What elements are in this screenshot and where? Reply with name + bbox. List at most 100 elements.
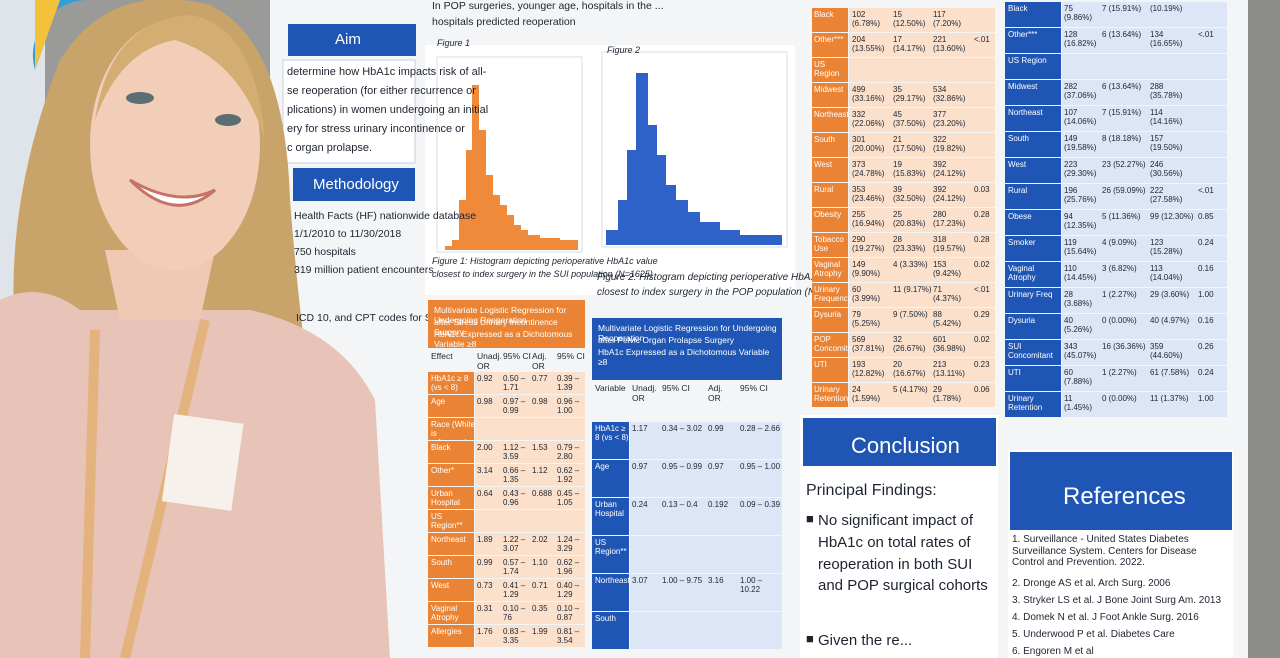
conclusion-bullet: No significant impact of HbA1c on total … xyxy=(818,512,988,595)
aim-box xyxy=(282,59,416,164)
table-cell: 343 (45.07%) xyxy=(1064,342,1097,361)
table-cell: 39 (32.50%) xyxy=(893,185,926,204)
conclusion-bullet: Given the re... xyxy=(818,632,913,649)
table-cell: 32 (26.67%) xyxy=(893,335,926,354)
table-cell: 20 (16.67%) xyxy=(893,360,926,379)
row-cell xyxy=(630,422,782,459)
row-cell xyxy=(1062,132,1227,157)
table-cell: 0.34 – 3.02 xyxy=(662,424,703,433)
table-header: Adj. OR xyxy=(532,351,547,371)
row-label-cell xyxy=(592,536,629,573)
bullet: ■ xyxy=(806,511,814,526)
methodology-text: 319 million patient encounters xyxy=(294,264,434,276)
table-title: Multivariate Logistic Regression for Und… xyxy=(598,323,777,343)
table-cell: 9 (7.50%) xyxy=(893,310,928,319)
row-label-cell xyxy=(592,460,629,497)
table-cell: 117 (7.20%) xyxy=(933,10,962,29)
row-label-cell xyxy=(1005,28,1061,53)
row-label-cell xyxy=(812,83,848,107)
aim-text: c organ prolapse. xyxy=(287,142,372,154)
row-label-cell xyxy=(428,625,474,647)
table-cell: 1.53 xyxy=(532,443,548,452)
row-label: US Region** xyxy=(595,538,627,557)
table-cell: 6 (13.64%) xyxy=(1102,82,1142,91)
table-cell: 213 (13.11%) xyxy=(933,360,965,379)
row-cell xyxy=(1062,210,1227,235)
table-cell: 60 (7.88%) xyxy=(1064,368,1093,387)
table-title: after Pelvic Organ Prolapse Surgery xyxy=(598,335,735,345)
row-label: West xyxy=(1008,160,1027,169)
row-label-cell xyxy=(428,579,474,601)
row-label: Other* xyxy=(431,466,455,475)
table-cell: 19 (15.83%) xyxy=(893,160,926,179)
row-label: Age xyxy=(595,462,610,471)
table-cell: 28 (23.33%) xyxy=(893,235,926,254)
table-header: Variable xyxy=(595,383,626,393)
table-cell: 1.12 – 3.59 xyxy=(503,443,526,462)
row-cell xyxy=(1062,340,1227,365)
row-label: UTI xyxy=(814,360,827,369)
row-label-cell xyxy=(428,395,474,417)
row-cell xyxy=(849,208,995,232)
table-cell: 23 (52.27%) xyxy=(1102,160,1146,169)
row-label: Tobacco Use xyxy=(814,235,844,254)
row-label: Black xyxy=(814,10,834,19)
eye xyxy=(215,114,241,126)
table-cell: 28 (3.68%) xyxy=(1064,290,1093,309)
row-label: Vaginal Atrophy xyxy=(1008,264,1036,283)
table-cell: 0.24 xyxy=(1198,368,1214,377)
table-header: 95% CI xyxy=(740,383,768,393)
row-cell xyxy=(630,460,782,497)
row-label-cell xyxy=(592,422,629,459)
row-label-cell xyxy=(812,8,848,32)
row-label-cell xyxy=(1005,210,1061,235)
table-cell: 0.97 – 0.99 xyxy=(503,397,526,416)
table-cell: 0.28 – 2.66 xyxy=(740,424,781,433)
row-cell xyxy=(849,183,995,207)
table-title-box xyxy=(592,318,782,380)
row-label-cell xyxy=(1005,106,1061,131)
row-cell xyxy=(1062,158,1227,183)
aim-header xyxy=(288,24,416,56)
table-cell: 3.07 xyxy=(632,576,648,585)
table-cell: 149 (9.90%) xyxy=(852,260,881,279)
table-cell: 392 (24.12%) xyxy=(933,160,966,179)
row-label-cell xyxy=(1005,2,1061,27)
row-label: Other*** xyxy=(814,35,844,44)
table-cell: <.01 xyxy=(1198,186,1214,195)
row-cell xyxy=(1062,262,1227,287)
row-label-cell xyxy=(428,464,474,486)
table-cell: 1.00 – 9.75 xyxy=(662,576,703,585)
row-label: US Region xyxy=(1008,56,1047,65)
table-cell: 0.83 – 3.35 xyxy=(503,627,526,646)
row-cell xyxy=(475,487,585,509)
table-cell: 1.12 xyxy=(532,466,548,475)
table-cell: 290 (19.27%) xyxy=(852,235,885,254)
table-header: Effect xyxy=(431,351,453,361)
table-cell: 0.41 – 1.29 xyxy=(503,581,526,600)
figure-caption: closest to index surgery in the SUI popu… xyxy=(432,269,653,279)
table-cell: 1 (2.27%) xyxy=(1102,290,1137,299)
row-label: Black xyxy=(1008,4,1028,13)
table-cell: 0.81 – 3.54 xyxy=(557,627,580,646)
row-cell xyxy=(475,625,585,647)
row-label-cell xyxy=(1005,80,1061,105)
methodology-text: 750 hospitals xyxy=(294,246,356,258)
row-label-cell xyxy=(428,418,474,440)
table-cell: 61 (7.58%) xyxy=(1150,368,1190,377)
histogram-sui xyxy=(445,85,578,250)
eye xyxy=(126,92,154,104)
row-cell xyxy=(475,510,585,532)
table-cell: 1.22 – 3.07 xyxy=(503,535,526,554)
table-cell: 0.79 – 2.80 xyxy=(557,443,580,462)
row-label: Northeast xyxy=(814,110,849,119)
table-cell: 35 (29.17%) xyxy=(893,85,926,104)
table-cell: 15 (12.50%) xyxy=(893,10,926,29)
figure-caption: closest to index surgery in the POP popu… xyxy=(597,287,841,298)
table-cell: 0.57 – 1.74 xyxy=(503,558,526,577)
row-label: Dysuria xyxy=(814,310,842,319)
row-label: West xyxy=(431,581,450,590)
table-cell: 0.99 xyxy=(477,558,493,567)
table-cell: 0.06 xyxy=(974,385,990,394)
table-cell: 0.03 xyxy=(974,185,990,194)
